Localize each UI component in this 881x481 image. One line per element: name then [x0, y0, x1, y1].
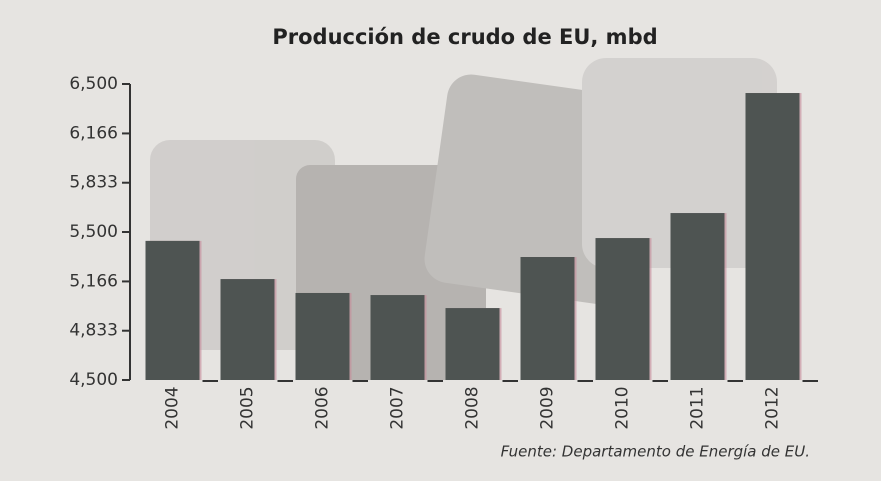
x-tick-label: 2004	[163, 386, 183, 429]
y-tick-label: 4,833	[69, 321, 118, 341]
y-tick-label: 6,500	[69, 74, 118, 94]
x-tick-label: 2011	[688, 386, 708, 429]
bar	[670, 213, 725, 380]
x-tick-label: 2008	[463, 386, 483, 429]
bar	[445, 308, 500, 380]
bar	[595, 238, 650, 380]
source-note: Fuente: Departamento de Energía de EU.	[501, 443, 810, 461]
y-tick-label: 6,166	[69, 123, 118, 143]
x-tick-label: 2010	[613, 386, 633, 429]
y-tick-label: 5,500	[69, 222, 118, 242]
x-tick-label: 2005	[238, 386, 258, 429]
bar	[370, 295, 425, 380]
bar	[220, 279, 275, 380]
barrel	[582, 58, 777, 268]
y-tick-label: 4,500	[69, 370, 118, 390]
bar	[745, 93, 800, 380]
x-tick-label: 2006	[313, 386, 333, 429]
bar	[145, 240, 200, 380]
y-tick-label: 5,833	[69, 173, 118, 193]
x-tick-label: 2007	[388, 386, 408, 429]
y-tick-label: 5,166	[69, 271, 118, 291]
chart-title: Producción de crudo de EU, mbd	[272, 25, 657, 49]
bar	[520, 257, 575, 380]
bar	[295, 292, 350, 380]
x-tick-label: 2009	[538, 386, 558, 429]
x-tick-label: 2012	[763, 386, 783, 429]
